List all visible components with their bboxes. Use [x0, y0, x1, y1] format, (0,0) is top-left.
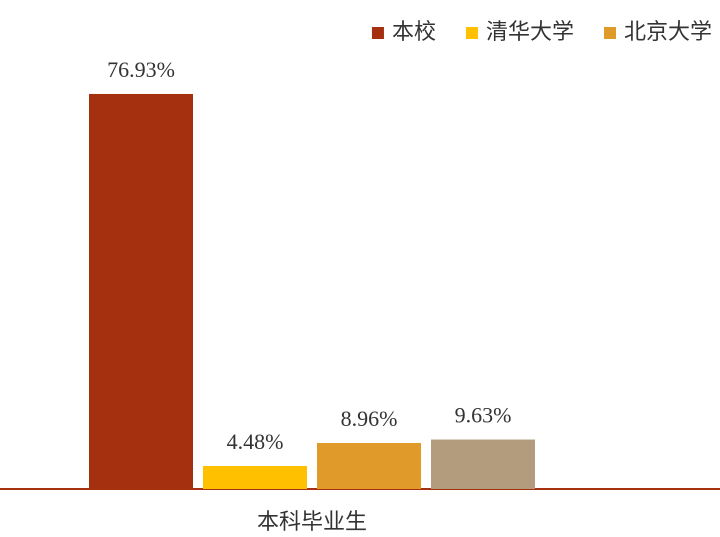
bar [317, 442, 421, 489]
legend-label: 清华大学 [486, 20, 574, 45]
legend-label: 北京大学 [624, 20, 712, 45]
value-label: 4.48% [227, 429, 284, 454]
legend-swatch [465, 27, 478, 39]
legend-swatch [603, 27, 616, 39]
bar [431, 439, 535, 489]
legend-swatch [371, 27, 384, 39]
bar [89, 93, 193, 489]
legend-label: 本校 [392, 20, 436, 45]
value-label: 76.93% [107, 57, 175, 82]
value-label: 8.96% [341, 406, 398, 431]
bar [203, 465, 307, 489]
x-tick-label: 本科毕业生 [257, 510, 367, 535]
value-label: 9.63% [455, 403, 512, 428]
